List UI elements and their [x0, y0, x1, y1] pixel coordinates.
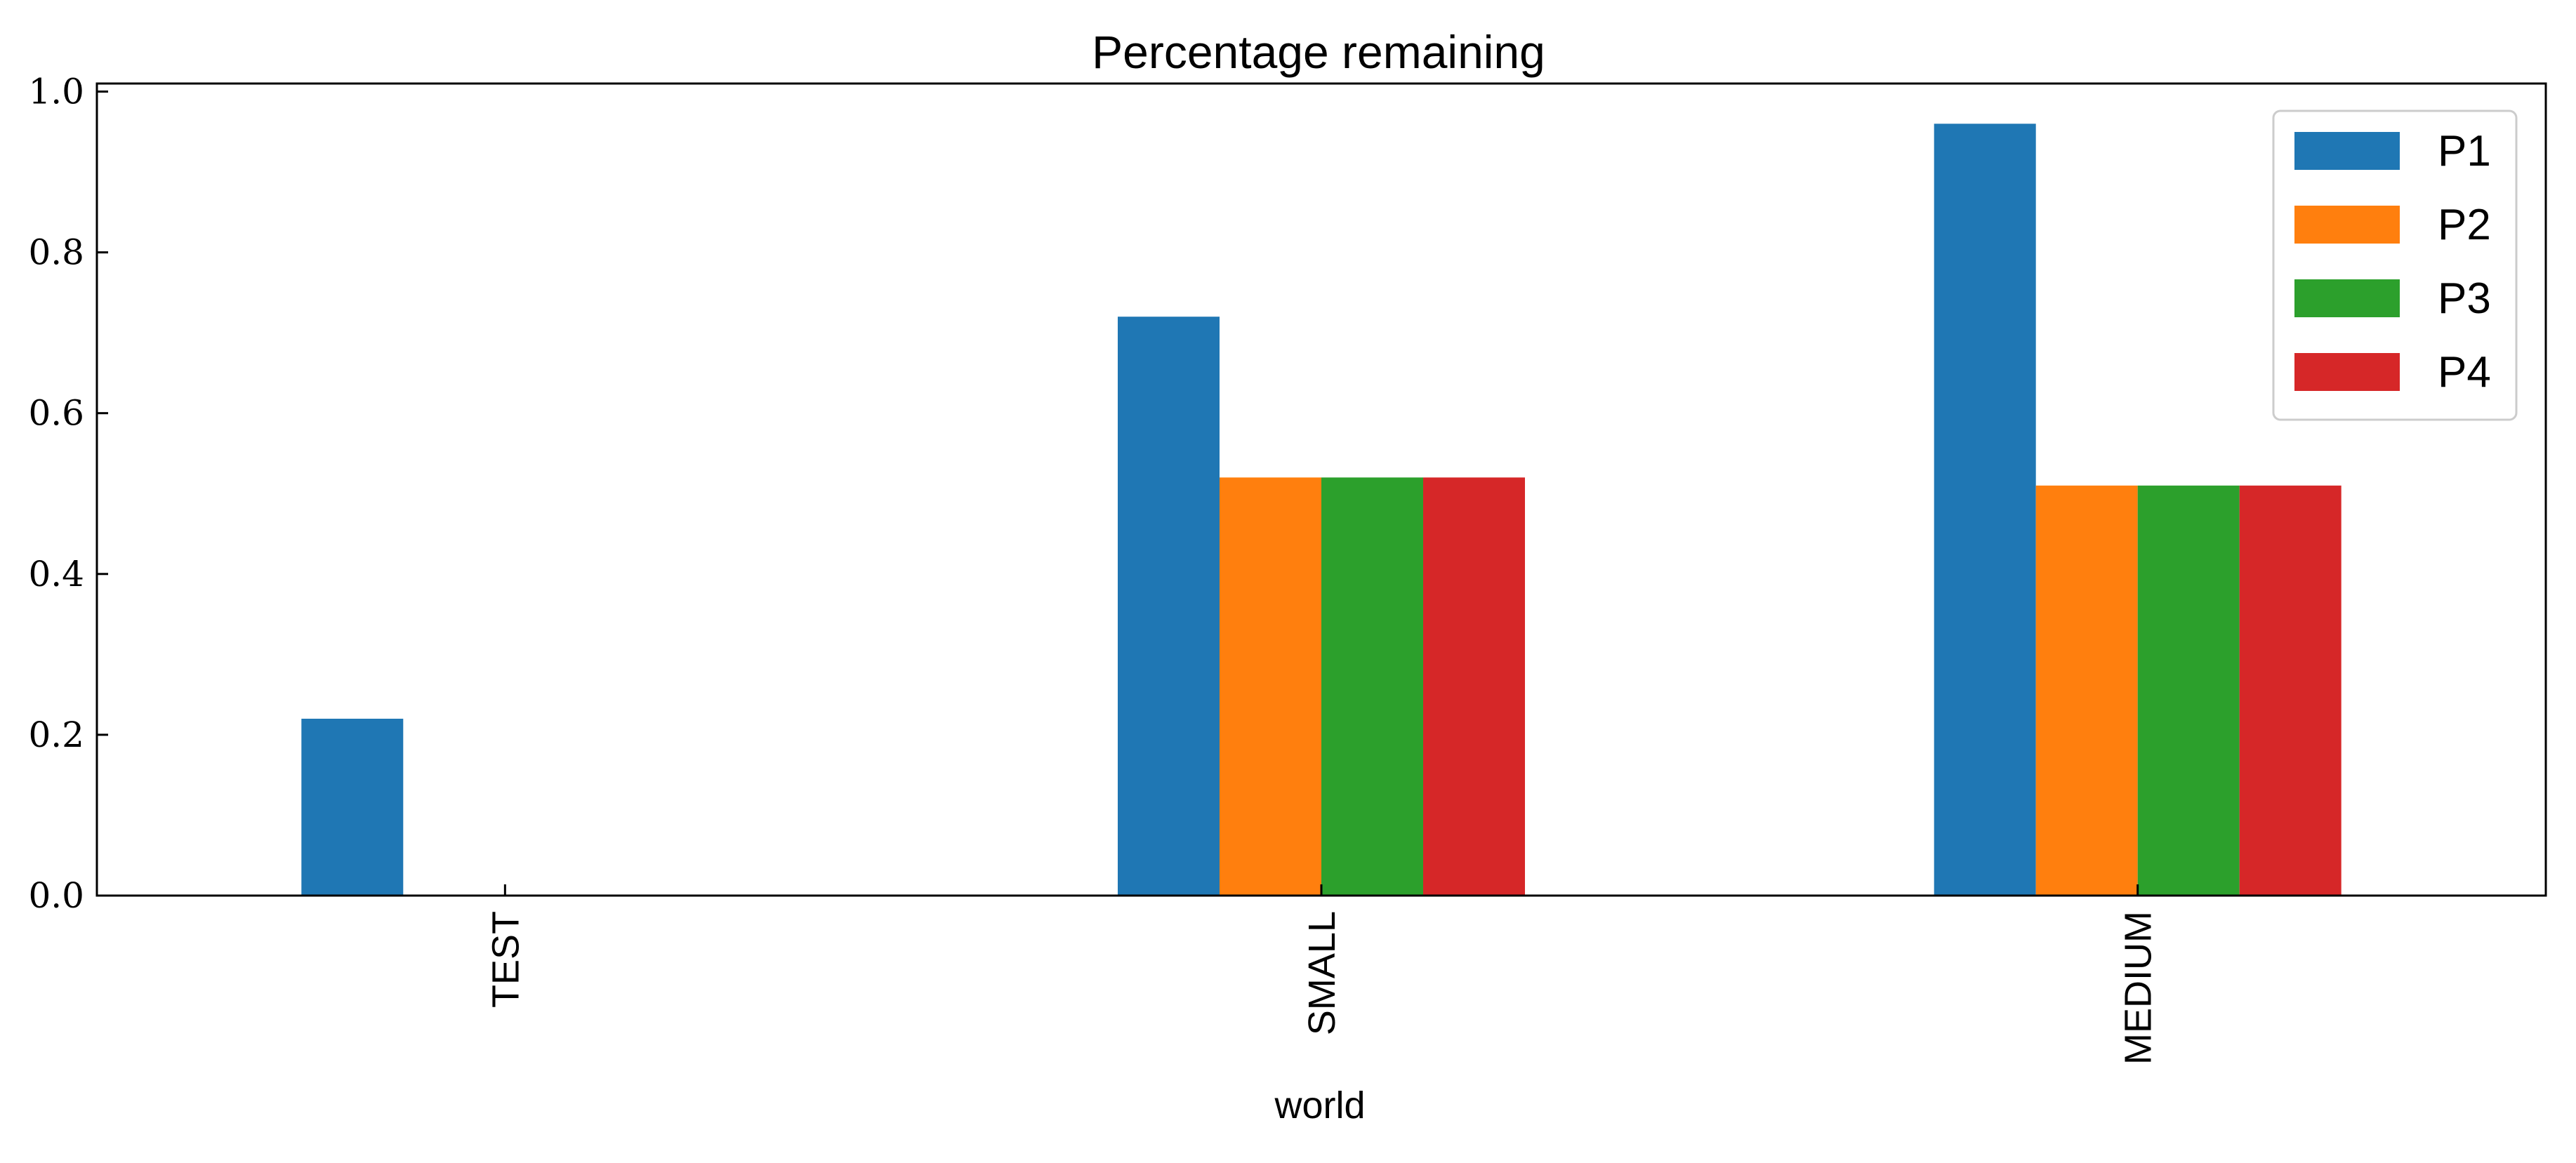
y-axis: 0.0 0.2 0.4 0.6 0.8 1.0	[28, 71, 108, 916]
legend-label-p3: P3	[2438, 274, 2491, 323]
y-tick-label: 0.0	[28, 875, 84, 916]
y-tick-label: 0.6	[28, 393, 84, 434]
legend-box	[2272, 109, 2518, 421]
bar-p3-small	[1321, 477, 1423, 896]
y-tick-label: 0.4	[28, 554, 84, 594]
x-axis-label: world	[1274, 1084, 1365, 1127]
y-tick-label: 0.8	[28, 232, 84, 273]
y-tick-label: 1.0	[28, 71, 84, 112]
legend: P1 P2 P3 P4	[2272, 109, 2518, 421]
bar-p1-medium	[1934, 124, 2036, 896]
x-tick-label-small: SMALL	[1301, 911, 1343, 1035]
y-tick-label: 0.2	[28, 715, 84, 755]
bar-p1-test	[301, 719, 404, 896]
bar-p1-small	[1118, 317, 1220, 896]
bar-p4-small	[1423, 477, 1525, 896]
x-axis: TEST SMALL MEDIUM	[484, 884, 2160, 1065]
legend-swatch-p4	[2294, 353, 2400, 391]
legend-swatch-p3	[2294, 279, 2400, 317]
plot-frame	[95, 82, 2547, 897]
legend-label-p4: P4	[2438, 348, 2491, 397]
x-tick-label-medium: MEDIUM	[2118, 911, 2160, 1065]
x-tick-label-test: TEST	[484, 911, 527, 1008]
legend-swatch-p2	[2294, 206, 2400, 244]
legend-label-p1: P1	[2438, 127, 2491, 175]
bar-p2-small	[1220, 477, 1321, 896]
bars-layer	[301, 124, 2341, 896]
bar-p4-medium	[2239, 485, 2341, 896]
bar-p2-medium	[2035, 485, 2138, 896]
chart-title: Percentage remaining	[1092, 26, 1545, 78]
bar-p3-medium	[2137, 485, 2240, 896]
legend-label-p2: P2	[2438, 201, 2491, 249]
legend-swatch-p1	[2294, 132, 2400, 170]
